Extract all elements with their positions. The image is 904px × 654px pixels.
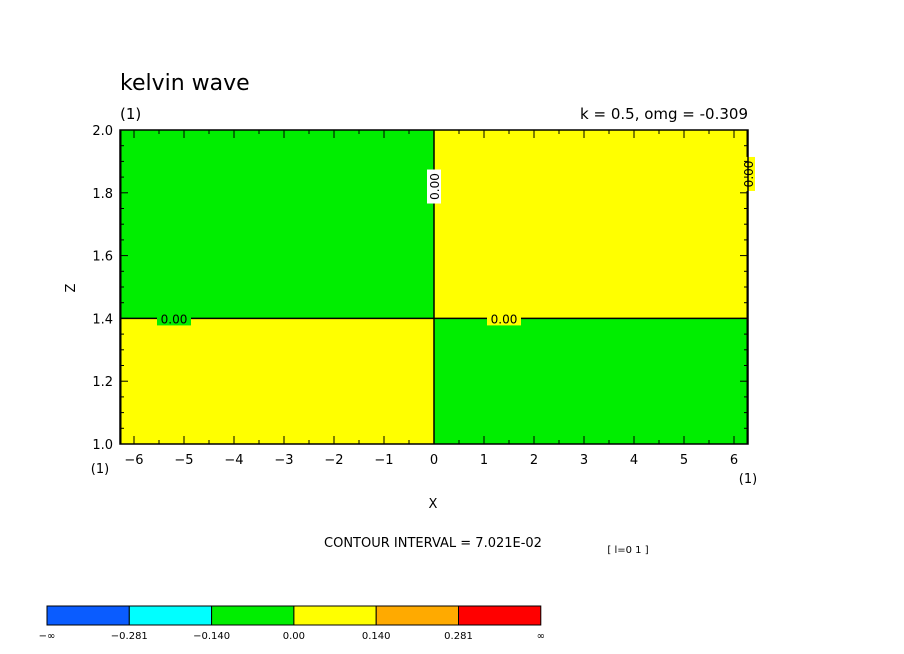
colorbar-label: 0.281 xyxy=(444,631,473,642)
colorbar-swatch-5 xyxy=(375,605,460,626)
x-tick-label: −5 xyxy=(174,453,193,468)
x-tick-label: 6 xyxy=(730,453,738,468)
plot-area xyxy=(120,130,748,444)
colorbar-label: 0.00 xyxy=(283,631,305,642)
colorbar-label: −0.281 xyxy=(111,631,148,642)
x-tick-label: −1 xyxy=(374,453,393,468)
colorbar-swatch-1 xyxy=(46,605,130,626)
x-tick-label: −4 xyxy=(224,453,243,468)
x-tick-label: 1 xyxy=(480,453,488,468)
y-tick-label: 1.0 xyxy=(92,438,113,453)
chart-subtitle-right: k = 0.5, omg = -0.309 xyxy=(580,105,748,123)
y-tick-label: 1.6 xyxy=(92,250,113,265)
colorbar-swatch-2 xyxy=(128,605,213,626)
contour-label-1: 0.00 xyxy=(157,311,191,326)
y-axis: 1.0 1.2 1.4 1.6 1.8 2.0 xyxy=(92,124,748,453)
x-tick-label: −2 xyxy=(324,453,343,468)
x-tick-label: 3 xyxy=(580,453,588,468)
colorbar-label: 0.140 xyxy=(362,631,391,642)
x-tick-label: −3 xyxy=(274,453,293,468)
y-tick-label: 2.0 xyxy=(92,124,113,139)
colorbar-label: −∞ xyxy=(39,631,56,642)
x-tick-label: 2 xyxy=(530,453,538,468)
y-tick-label: 1.2 xyxy=(92,375,113,390)
contour-label-bg xyxy=(157,311,191,326)
y-tick-label: 1.8 xyxy=(92,187,113,202)
region-3 xyxy=(120,318,434,444)
contour-label-bg xyxy=(427,169,441,204)
contour-label-text: 0.00 xyxy=(428,173,442,200)
colorbar-swatch-6 xyxy=(458,605,542,626)
x-tick-label: 5 xyxy=(680,453,688,468)
x-left-tag: (1) xyxy=(91,462,109,477)
index-text: [ l=0 1 ] xyxy=(607,545,648,556)
contour-label-text: 0.00 xyxy=(742,161,756,188)
y-axis-label: Z xyxy=(64,283,79,292)
chart-title: kelvin wave xyxy=(120,71,250,96)
colorbar-label: −0.140 xyxy=(193,631,230,642)
x-tick-label: 4 xyxy=(630,453,638,468)
colorbar-swatch-3 xyxy=(211,605,295,626)
chart-subtitle-left: (1) xyxy=(120,105,141,123)
contour-label-text: 0.00 xyxy=(491,312,518,326)
region-1 xyxy=(120,130,434,319)
x-axis: −6 −5 −4 −3 −2 −1 0 1 2 3 4 5 6 xyxy=(124,130,738,468)
y-tick-label: 1.4 xyxy=(92,312,113,327)
colorbar-label: ∞ xyxy=(537,631,545,642)
region-4 xyxy=(434,318,748,444)
contour-label-3: 0.00 xyxy=(427,169,442,204)
x-tick-label: −6 xyxy=(124,453,143,468)
region-2 xyxy=(434,130,748,319)
contour-label-2: 0.00 xyxy=(487,311,521,326)
colorbar: −∞ −0.281 −0.140 0.00 0.140 0.281 ∞ xyxy=(39,605,545,642)
colorbar-swatch-4 xyxy=(293,605,377,626)
contour-label-bg xyxy=(487,311,521,326)
contour-label-text: 0.00 xyxy=(161,312,188,326)
x-tick-label: 0 xyxy=(430,453,438,468)
contour-interval-text: CONTOUR INTERVAL = 7.021E-02 xyxy=(324,536,542,551)
x-axis-label: X xyxy=(429,497,438,512)
x-right-tag: (1) xyxy=(739,472,757,487)
